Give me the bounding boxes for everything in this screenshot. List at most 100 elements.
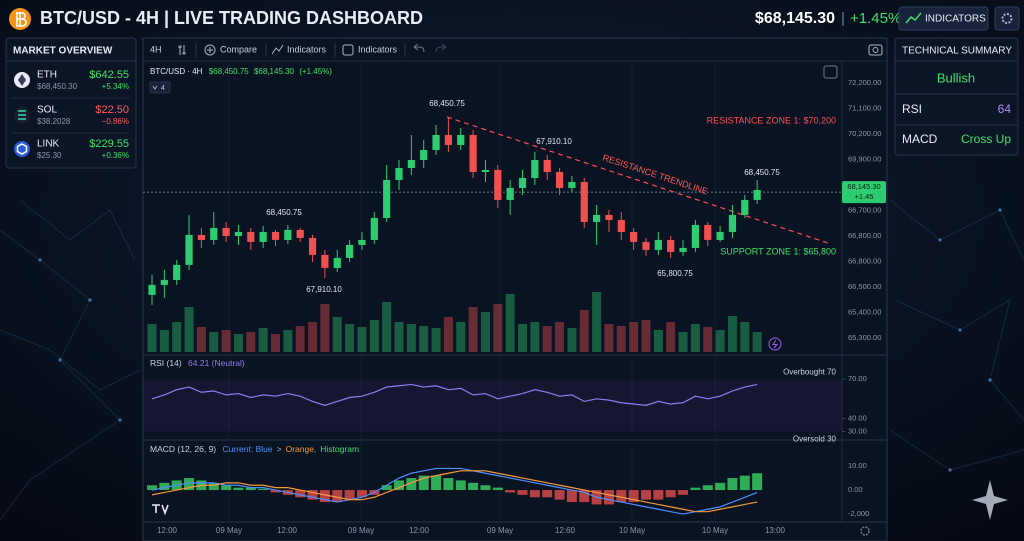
bitcoin-glyph bbox=[16, 12, 27, 27]
macd-histogram-bar bbox=[616, 490, 627, 503]
price-annotation: 65,800.75 bbox=[657, 269, 693, 278]
toolbar-item[interactable]: Indicators bbox=[287, 44, 327, 54]
candle-body bbox=[617, 219, 625, 232]
signal-line bbox=[151, 470, 758, 513]
indicators-button-label[interactable]: INDICATORS bbox=[925, 14, 986, 25]
macd-histogram-bar bbox=[505, 490, 516, 493]
volume-bar bbox=[727, 316, 737, 352]
macd-title: MACD (12, 26, 9) Current: Blue > Orange, Hi… bbox=[150, 444, 359, 454]
candle-body bbox=[271, 231, 280, 240]
candle-body bbox=[185, 234, 193, 265]
macd-histogram-bar bbox=[752, 473, 763, 491]
candle-body bbox=[308, 237, 317, 255]
asset-sub: $38.2028 bbox=[37, 117, 71, 126]
volume-bar bbox=[382, 302, 392, 352]
summary-label: MACD bbox=[902, 132, 938, 146]
candle-body bbox=[259, 231, 267, 242]
candle-body bbox=[728, 214, 737, 232]
interval-button[interactable]: 4H bbox=[150, 44, 162, 54]
candle-body bbox=[395, 167, 403, 180]
macd-line bbox=[151, 467, 758, 515]
candle-body bbox=[741, 199, 749, 215]
macd-legend-part: Orange, bbox=[286, 444, 317, 454]
volume-bar bbox=[505, 294, 515, 352]
macd-histogram-bar bbox=[653, 490, 664, 500]
templates-icon[interactable] bbox=[342, 44, 354, 56]
macd-histogram-bar bbox=[159, 482, 170, 491]
asset-change: −0.86% bbox=[102, 117, 129, 126]
header-separator: | bbox=[841, 10, 845, 27]
interval-select[interactable] bbox=[149, 81, 171, 94]
volume-bar bbox=[320, 304, 330, 352]
screenshot-icon[interactable] bbox=[868, 44, 883, 56]
volume-bar bbox=[542, 326, 552, 352]
candle-icon[interactable] bbox=[178, 45, 186, 55]
macd-histogram-bar bbox=[381, 485, 392, 491]
indicators-icon[interactable] bbox=[271, 44, 284, 55]
rsi-band bbox=[143, 379, 842, 432]
volume-bar bbox=[209, 332, 219, 352]
macd-histogram-bar bbox=[356, 490, 367, 498]
macd-histogram-bar bbox=[715, 482, 726, 491]
chart-legend: BTC/USD · 4H $68,450.75 $68,145.30 (+1.4… bbox=[150, 67, 332, 76]
candle-body bbox=[420, 149, 428, 160]
volume-bar bbox=[518, 324, 527, 352]
toolbar-item[interactable]: Indicators bbox=[358, 44, 398, 54]
legend-value: $68,450.75 bbox=[209, 67, 250, 76]
macd-histogram-bar bbox=[295, 490, 306, 498]
macd-histogram-bar bbox=[307, 490, 318, 500]
volume-bar bbox=[159, 330, 169, 352]
undo-icon[interactable] bbox=[413, 43, 425, 53]
asset-symbol: SOL bbox=[37, 105, 57, 116]
interval-select-value[interactable]: 4 bbox=[161, 85, 165, 92]
last-price-badge bbox=[842, 181, 886, 204]
volume-bar bbox=[579, 310, 589, 352]
resistance-trendline bbox=[446, 116, 829, 244]
candle-body bbox=[642, 241, 650, 250]
candle-body bbox=[247, 231, 255, 242]
volume-bar bbox=[592, 292, 602, 352]
macd-histogram-bar bbox=[579, 490, 590, 503]
compare-icon[interactable] bbox=[204, 44, 216, 56]
macd-axis-label: 0.00 bbox=[848, 485, 863, 494]
macd-histogram-bar bbox=[184, 478, 195, 491]
redo-icon[interactable] bbox=[435, 43, 447, 53]
price-axis-label: 69,900.00 bbox=[848, 154, 881, 163]
chart-frame bbox=[142, 37, 888, 541]
price-axis-label: 66,800.00 bbox=[848, 256, 881, 265]
candle-body bbox=[160, 279, 168, 285]
alert-icon[interactable] bbox=[768, 337, 782, 351]
candle-body bbox=[148, 284, 156, 295]
zone-label: RESISTANCE ZONE 1: $70,200 bbox=[707, 115, 836, 125]
volume-bar bbox=[493, 304, 503, 352]
legend-change: (+1.45%) bbox=[299, 67, 332, 76]
volume-bar bbox=[456, 322, 466, 352]
toolbar-item[interactable]: Compare bbox=[220, 44, 257, 54]
macd-histogram-bar bbox=[406, 478, 417, 491]
macd-legend-part: Histogram bbox=[320, 444, 359, 454]
fullscreen-button[interactable] bbox=[823, 65, 838, 79]
candle-body bbox=[346, 244, 354, 258]
candle-body bbox=[555, 171, 564, 188]
sol-glyph bbox=[18, 110, 26, 120]
axis-settings[interactable] bbox=[860, 526, 870, 536]
technical-summary-panel bbox=[894, 37, 1019, 156]
volume-bar bbox=[616, 326, 626, 352]
macd-histogram-bar bbox=[455, 480, 466, 491]
volume-bar bbox=[308, 322, 318, 352]
candle-body bbox=[605, 214, 613, 220]
price-axis-label: 66,800.00 bbox=[848, 231, 881, 240]
candle-body bbox=[753, 189, 761, 200]
compare-icon-plus bbox=[207, 47, 213, 53]
x-tick-label: 12:00 bbox=[157, 526, 178, 535]
volume-bar bbox=[196, 327, 206, 352]
candle-body bbox=[667, 239, 675, 252]
candle-body bbox=[481, 169, 490, 172]
macd-histogram-bar bbox=[147, 485, 157, 491]
volume-bar bbox=[271, 334, 280, 352]
volume-bar bbox=[629, 322, 639, 352]
candle-body bbox=[679, 247, 687, 252]
alert-glyph bbox=[772, 339, 779, 349]
settings-button[interactable] bbox=[994, 6, 1020, 31]
indicators-button[interactable] bbox=[898, 6, 989, 31]
